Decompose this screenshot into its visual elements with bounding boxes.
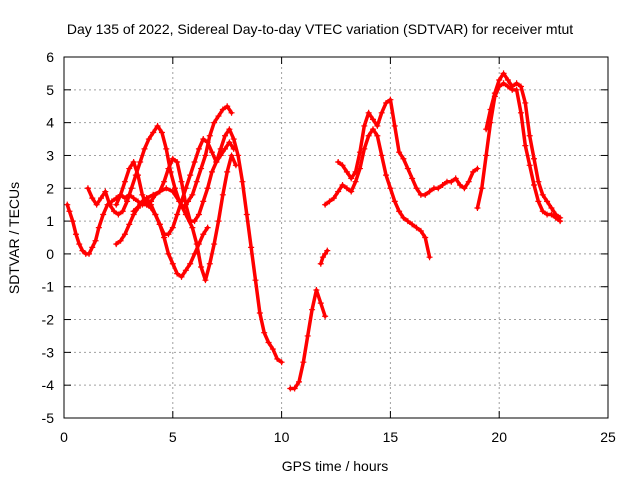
data-trace: [484, 71, 562, 220]
y-tick-label: -5: [42, 410, 55, 426]
series-arc7: [317, 247, 331, 267]
y-tick-label: 3: [46, 147, 54, 163]
x-tick-label: 5: [169, 429, 177, 445]
y-tick-label: -3: [42, 344, 55, 360]
data-trace: [319, 248, 330, 266]
y-tick-label: 6: [46, 49, 54, 65]
chart-title: Day 135 of 2022, Sidereal Day-to-day VTE…: [67, 21, 573, 37]
y-axis-label: SDTVAR / TECUs: [6, 182, 22, 294]
y-tick-label: 2: [46, 180, 54, 196]
y-tick-label: 1: [46, 213, 54, 229]
x-tick-label: 25: [600, 429, 616, 445]
tick-labels: 0 5 10 15 20 25 -5 -4 -3 -2 -1 0 1 2 3 4 5 6: [42, 49, 616, 445]
series-arc11: [483, 70, 564, 221]
x-tick-label: 10: [274, 429, 290, 445]
data-point: [483, 70, 564, 221]
data-point: [113, 126, 285, 366]
grid-lines: [64, 57, 608, 418]
series-arc6: [287, 287, 329, 392]
y-tick-label: 5: [46, 82, 54, 98]
y-tick-label: 0: [46, 246, 54, 262]
x-tick-label: 20: [491, 429, 507, 445]
series-arc9: [335, 96, 481, 198]
data-point: [335, 96, 481, 198]
plot-frame: [63, 56, 609, 419]
x-tick-label: 15: [383, 429, 399, 445]
data-point: [317, 247, 331, 267]
data-point: [322, 126, 433, 261]
x-tick-label: 0: [60, 429, 68, 445]
y-tick-label: 4: [46, 115, 54, 131]
y-tick-label: -4: [42, 377, 55, 393]
data-point: [130, 152, 239, 284]
series-arc10: [474, 80, 564, 225]
series-arc8: [322, 126, 433, 261]
data-trace: [114, 140, 236, 223]
y-tick-label: -2: [42, 312, 55, 328]
data-point: [287, 287, 329, 392]
data-points: [64, 70, 564, 392]
y-tick-label: -1: [42, 279, 55, 295]
x-axis-label: GPS time / hours: [282, 458, 389, 474]
series-arc5: [130, 152, 239, 284]
